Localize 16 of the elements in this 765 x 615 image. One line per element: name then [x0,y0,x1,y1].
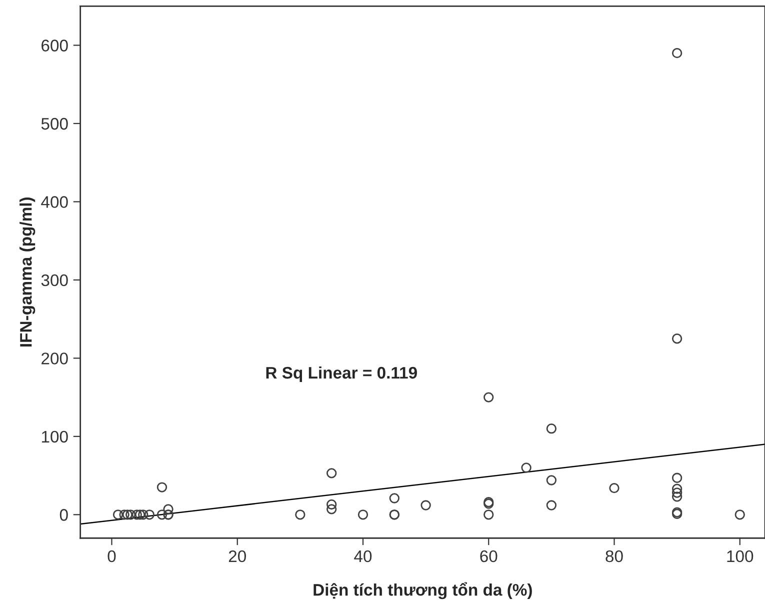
x-axis-title: Diện tích thương tổn da (%) [314,582,532,600]
x-tick-label: 100 [727,550,754,562]
annotation: R Sq Linear = 0.119 [266,366,417,382]
y-tick-label: 200 [42,352,68,364]
y-axis-title: IFN-gamma (pg/ml) [20,198,36,346]
y-tick-label: 600 [42,40,68,52]
y-tick-label: 100 [42,430,68,443]
x-tick-label: 80 [606,550,623,562]
x-tick-label: 40 [354,550,372,562]
y-tick-label: 300 [41,274,68,286]
x-tick-label: 20 [228,550,246,562]
y-tick-label: 0 [60,509,68,521]
y-tick-label: 400 [41,196,68,208]
y-tick-label: 500 [41,118,68,130]
x-tick-label: 0 [108,550,116,562]
x-tick-label: 60 [480,550,498,562]
